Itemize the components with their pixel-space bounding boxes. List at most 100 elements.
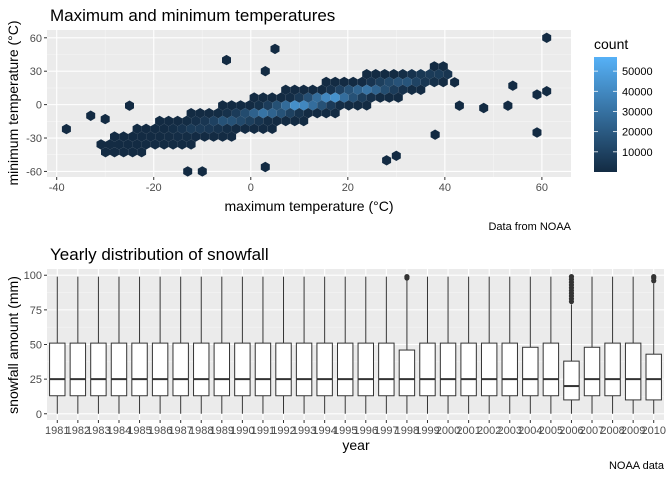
outlier-hex xyxy=(479,102,489,114)
hex-cell xyxy=(173,131,183,142)
x-tick-label: -20 xyxy=(146,182,162,194)
box-1988 xyxy=(193,276,210,414)
hex-cell xyxy=(150,139,160,150)
outlier-hex xyxy=(222,54,231,66)
x-tick-label: 2001 xyxy=(456,425,480,437)
hex-cell xyxy=(258,108,268,119)
hex-cell xyxy=(245,100,255,111)
box-iqr xyxy=(337,342,354,397)
hex-cell xyxy=(186,108,196,119)
hex-cell xyxy=(173,115,183,127)
box-1995 xyxy=(337,276,354,414)
box-1996 xyxy=(357,276,374,414)
x-tick-label: 2005 xyxy=(539,425,563,437)
hex-cell xyxy=(105,139,115,150)
hex-cell xyxy=(128,147,138,158)
outlier-hex xyxy=(542,86,552,97)
box-1984 xyxy=(110,276,128,414)
hex-cell xyxy=(137,131,147,142)
hex-cell xyxy=(335,84,345,95)
x-tick-label: 1990 xyxy=(230,425,254,437)
x-tick-label: 1982 xyxy=(66,425,90,437)
box-1999 xyxy=(419,276,436,414)
hex-cell xyxy=(209,131,219,142)
hex-cell xyxy=(168,139,178,150)
box-iqr xyxy=(645,353,662,401)
hex-cell xyxy=(393,92,403,103)
hex-cell xyxy=(299,84,309,95)
hex-cell xyxy=(231,108,241,119)
box-1989 xyxy=(213,276,231,414)
box-1985 xyxy=(131,276,148,414)
x-tick-label: 1987 xyxy=(168,425,192,437)
chart-title: Yearly distribution of snowfall xyxy=(50,245,269,264)
hex-cell xyxy=(155,115,165,127)
y-tick-label: 25 xyxy=(30,374,42,386)
outlier-hex xyxy=(270,43,280,55)
outlier-hex xyxy=(260,161,270,173)
hex-cell xyxy=(227,115,237,127)
hex-cell xyxy=(429,76,439,88)
x-tick-label: 2007 xyxy=(580,425,604,437)
outlier-hex xyxy=(197,166,207,177)
hex-cell xyxy=(294,92,304,103)
hex-cells xyxy=(61,32,552,177)
hex-cell xyxy=(290,115,300,127)
outlier-hex xyxy=(391,150,401,161)
hex-cell xyxy=(222,108,232,119)
hex-cell xyxy=(227,131,237,142)
box-iqr xyxy=(213,342,231,397)
box-2002 xyxy=(480,276,498,414)
hex-cell xyxy=(389,84,399,95)
box-1998 xyxy=(398,274,416,414)
hex-cell xyxy=(101,147,110,158)
hex-cell xyxy=(195,123,205,134)
box-iqr xyxy=(254,342,272,397)
legend-ticks: 50000 40000 30000 20000 10000 xyxy=(594,66,653,159)
hex-cell xyxy=(335,100,345,111)
hex-cell xyxy=(281,115,291,127)
x-tick-label: 1989 xyxy=(210,425,234,437)
legend-label: 10000 xyxy=(622,147,653,159)
hex-cell xyxy=(375,76,385,88)
y-tick-label: 100 xyxy=(24,270,42,282)
x-tick-label: 1994 xyxy=(312,425,336,437)
x-tick-label: 60 xyxy=(536,182,548,194)
hex-cell xyxy=(164,115,174,127)
hex-cell xyxy=(222,123,232,134)
legend-title: count xyxy=(594,36,628,52)
hex-cell xyxy=(137,147,147,158)
hex-cell xyxy=(285,108,295,119)
x-tick-label: 1993 xyxy=(292,425,316,437)
box-1997 xyxy=(378,276,395,414)
grid-lines xyxy=(47,30,571,177)
box-iqr xyxy=(501,342,518,397)
hex-cell xyxy=(398,84,408,95)
hex-cell xyxy=(366,76,376,88)
hex-cell xyxy=(231,123,241,134)
hex-cell xyxy=(416,84,426,95)
hex-cell xyxy=(353,100,363,111)
hex-cell xyxy=(371,69,381,80)
y-tick-label: -30 xyxy=(26,133,42,145)
hex-cell xyxy=(303,108,313,119)
hex-cell xyxy=(128,131,138,142)
hex-cell xyxy=(299,100,309,111)
box-iqr xyxy=(563,360,580,401)
hex-cell xyxy=(182,131,192,142)
y-axis-label: minimum temperature (°C) xyxy=(5,20,21,185)
hex-cell xyxy=(186,123,196,134)
hex-cell xyxy=(384,76,394,88)
legend-label: 30000 xyxy=(622,106,653,118)
hex-cell xyxy=(402,76,412,88)
box-series xyxy=(49,274,662,414)
box-2004 xyxy=(522,276,539,414)
x-tick-label: 1999 xyxy=(415,425,439,437)
y-tick-label: -60 xyxy=(26,166,42,178)
hex-cell xyxy=(357,76,367,88)
x-tick-label: -40 xyxy=(49,182,65,194)
outlier-hex xyxy=(503,100,513,111)
hex-cell xyxy=(425,69,435,80)
hex-cell xyxy=(398,69,408,80)
x-tick-label: 1985 xyxy=(127,425,151,437)
